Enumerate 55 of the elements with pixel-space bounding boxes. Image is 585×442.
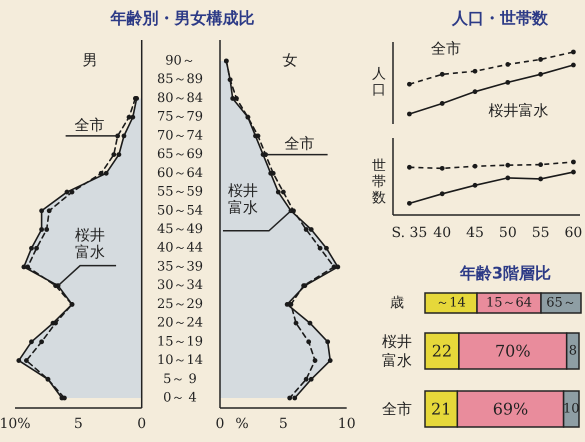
chart-title: 人口・世帯数 — [451, 8, 549, 28]
data-label: 69% — [492, 400, 528, 418]
series-label: 全市 — [284, 134, 315, 153]
y-tick-label: 15～19 — [156, 334, 204, 350]
series-label: 桜井富水 — [75, 226, 106, 262]
x-tick-label: 55 — [532, 225, 550, 241]
y-tick-label: 90～ — [165, 54, 195, 68]
x-tick-label: 40 — [433, 225, 452, 241]
series-label: 全市 — [431, 39, 462, 58]
x-tick-label: 10% — [0, 416, 31, 432]
series-label: 桜井富水 — [228, 181, 258, 216]
legend-label: 15～64 — [486, 296, 532, 310]
legend-label: 65～ — [546, 296, 576, 310]
y-axis-title: 人口 — [372, 66, 386, 98]
y-tick-label: 40～44 — [156, 240, 204, 256]
y-axis-title: 世帯数 — [372, 158, 386, 206]
y-tick-label: 65～69 — [156, 147, 204, 162]
data-label: 22 — [432, 342, 452, 360]
text: 男 — [82, 51, 98, 69]
x-tick-label: 0 — [137, 416, 146, 432]
series-label: 桜井富水 — [488, 101, 549, 120]
x-tick-label: 50 — [498, 225, 517, 241]
data-label: 10 — [563, 402, 580, 416]
x-tick-label: 10 — [338, 416, 356, 432]
y-tick-label: 70～74 — [156, 128, 204, 144]
y-tick-label: 50～54 — [156, 203, 204, 218]
y-tick-label: 60～64 — [156, 166, 204, 181]
text: 女 — [282, 51, 298, 69]
y-tick-label: 10～14 — [156, 353, 204, 368]
y-tick-label: 30～34 — [156, 278, 204, 294]
data-label: 21 — [430, 400, 452, 418]
series-label: ～14 — [436, 296, 466, 310]
y-tick-label: 75～79 — [156, 110, 204, 125]
series-label: 全市 — [74, 116, 105, 134]
x-tick-label: 45 — [466, 225, 484, 241]
y-tick-label: 45～49 — [156, 222, 204, 237]
y-tick-label: 25～29 — [156, 296, 204, 312]
x-tick-label: 5 — [278, 416, 288, 432]
y-tick-label: 20～24 — [156, 316, 204, 331]
x-tick-label: 60 — [564, 225, 582, 241]
y-tick-label: 55～59 — [156, 184, 204, 200]
data-label: 70% — [495, 342, 531, 360]
data-label: 8 — [568, 344, 577, 358]
y-tick-label: 5～ 9 — [163, 372, 197, 387]
legend-title: 歳 — [390, 295, 404, 311]
text: 年齢別・男女構成比 — [110, 8, 254, 28]
x-tick-label: 5 — [74, 416, 83, 432]
chart-title: 年齢3階層比 — [458, 264, 552, 282]
y-tick-label: 80～84 — [156, 90, 204, 106]
x-tick-label: 0 — [216, 416, 224, 432]
y-tick-label: 85～89 — [156, 72, 204, 88]
x-axis-title: % — [235, 416, 249, 432]
y-tick-label: 0～ 4 — [163, 390, 197, 406]
y-tick-label: 35～39 — [156, 259, 204, 274]
x-tick-label: S. 35 — [391, 225, 428, 241]
